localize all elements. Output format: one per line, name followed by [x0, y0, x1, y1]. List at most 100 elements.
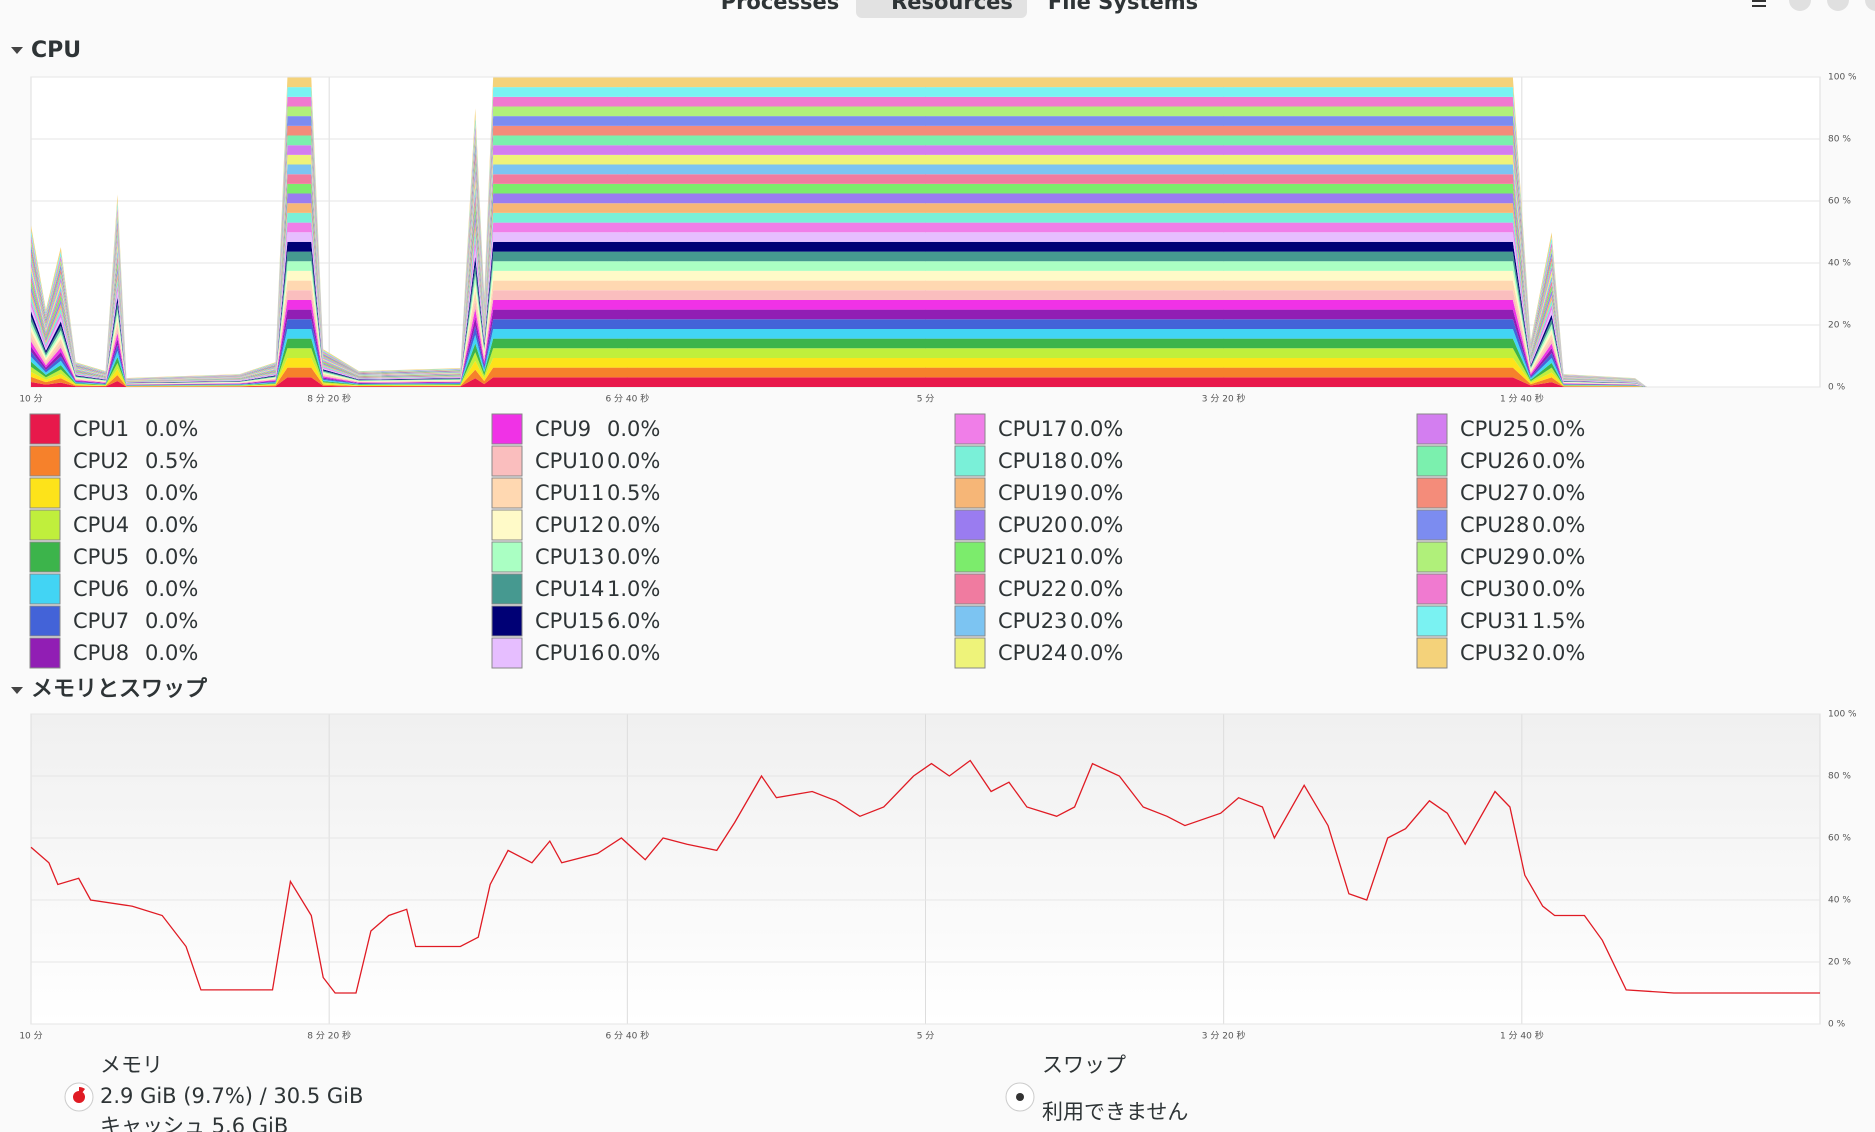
- legend-swatch: [491, 637, 523, 669]
- x-tick-label: 10 分: [19, 1031, 42, 1042]
- legend-swatch: [954, 573, 986, 605]
- tab[interactable]: File Systems: [1048, 0, 1198, 14]
- legend-swatch: [29, 477, 61, 509]
- x-tick-label: 3 分 20 秒: [1202, 393, 1246, 405]
- legend-usage: 1.0%: [607, 577, 660, 601]
- memory-cache: キャッシュ 5.6 GiB: [100, 1114, 288, 1132]
- legend-usage: 1.5%: [1532, 609, 1585, 633]
- x-tick-label: 5 分: [917, 1031, 935, 1042]
- legend-swatch: [954, 413, 986, 445]
- legend-usage: 0.0%: [1532, 577, 1585, 601]
- legend-swatch: [29, 509, 61, 541]
- legend-usage: 0.0%: [145, 577, 198, 601]
- menu-icon[interactable]: [1752, 0, 1766, 2]
- x-tick-label: 1 分 40 秒: [1500, 393, 1544, 405]
- legend-name: CPU12: [535, 513, 604, 537]
- legend-swatch: [1416, 445, 1448, 477]
- legend-usage: 0.0%: [1532, 641, 1585, 665]
- legend-usage: 0.0%: [145, 481, 198, 505]
- legend-usage: 0.0%: [607, 417, 660, 441]
- legend-name: CPU3: [73, 481, 129, 505]
- cpu-area: [31, 367, 1820, 387]
- chart: 10 分 8 分 20 秒 6 分 40 秒 5 分 3 分 20 秒 1 分 40 秒 1…: [19, 710, 1857, 1042]
- legend-swatch: [29, 637, 61, 669]
- plot-area: [30, 759, 1820, 994]
- legend-swatch: [29, 605, 61, 637]
- legend-name: CPU31: [1460, 609, 1529, 633]
- y-tick-label: 80 %: [1828, 772, 1851, 782]
- legend-swatch: [954, 509, 986, 541]
- legend-swatch: [491, 477, 523, 509]
- legend-name: CPU25: [1460, 417, 1529, 441]
- x-tick-label: 5 分: [917, 394, 935, 405]
- active-tab-bg: [856, 0, 1027, 18]
- x-tick-label: 6 分 40 秒: [605, 393, 649, 405]
- x-tick-label: 6 分 40 秒: [605, 1030, 649, 1042]
- legend-name: CPU5: [73, 545, 129, 569]
- maximize-button[interactable]: [1827, 0, 1849, 11]
- legend-swatch: [1416, 477, 1448, 509]
- legend-name: CPU28: [1460, 513, 1529, 537]
- legend-swatch: [491, 605, 523, 637]
- y-tick-label: 60 %: [1828, 197, 1851, 207]
- chart: 10 分 8 分 20 秒 6 分 40 秒 5 分 3 分 20 秒 1 分 40 秒 1…: [19, 73, 1857, 405]
- section-title: CPU: [31, 38, 81, 63]
- tab[interactable]: Processes: [721, 0, 840, 14]
- legend-usage: 0.0%: [1070, 481, 1123, 505]
- tab[interactable]: Resources: [891, 0, 1013, 14]
- legend-usage: 0.0%: [607, 641, 660, 665]
- menu-icon[interactable]: [1752, 5, 1766, 7]
- x-tick-label: 3 分 20 秒: [1202, 1030, 1246, 1042]
- legend-swatch: [29, 413, 61, 445]
- legend-name: CPU11: [535, 481, 604, 505]
- close-button[interactable]: [1865, 0, 1875, 11]
- x-tick-label: 8 分 20 秒: [307, 393, 351, 405]
- legend-usage: 0.0%: [145, 609, 198, 633]
- legend-usage: 0.0%: [607, 545, 660, 569]
- y-tick-label: 40 %: [1828, 896, 1851, 906]
- legend-name: CPU10: [535, 449, 604, 473]
- legend-usage: 6.0%: [607, 609, 660, 633]
- legend-usage: 0.0%: [607, 513, 660, 537]
- legend-usage: 0.0%: [1070, 417, 1123, 441]
- legend-name: CPU9: [535, 417, 591, 441]
- y-tick-label: 0 %: [1828, 383, 1846, 393]
- legend-usage: 0.0%: [1532, 449, 1585, 473]
- legend-name: CPU19: [998, 481, 1067, 505]
- legend-name: CPU26: [1460, 449, 1529, 473]
- legend-usage: 0.5%: [607, 481, 660, 505]
- legend-swatch: [491, 445, 523, 477]
- y-tick-label: 0 %: [1828, 1020, 1846, 1030]
- legend-usage: 0.0%: [1070, 641, 1123, 665]
- memory-line: [30, 759, 1820, 994]
- swap-status: 利用できません: [1042, 1100, 1188, 1124]
- y-tick-label: 60 %: [1828, 834, 1851, 844]
- legend-name: CPU4: [73, 513, 129, 537]
- cpu-area: [31, 377, 1820, 387]
- swap-icon-dot: [1016, 1093, 1024, 1101]
- y-tick-label: 40 %: [1828, 259, 1851, 269]
- legend-name: CPU23: [998, 609, 1067, 633]
- legend-name: CPU30: [1460, 577, 1529, 601]
- legend-name: CPU29: [1460, 545, 1529, 569]
- x-tick-label: 1 分 40 秒: [1500, 1030, 1544, 1042]
- legend-name: CPU22: [998, 577, 1067, 601]
- y-tick-label: 20 %: [1828, 321, 1851, 331]
- legend-swatch: [491, 541, 523, 573]
- legend-swatch: [954, 637, 986, 669]
- plot-area: [31, 77, 1820, 387]
- x-tick-label: 8 分 20 秒: [307, 1030, 351, 1042]
- legend-swatch: [29, 541, 61, 573]
- legend-swatch: [491, 573, 523, 605]
- legend-name: CPU15: [535, 609, 604, 633]
- legend-usage: 0.0%: [1532, 481, 1585, 505]
- legend-name: CPU1: [73, 417, 129, 441]
- legend-name: CPU17: [998, 417, 1067, 441]
- minimize-button[interactable]: [1789, 0, 1811, 11]
- legend-swatch: [1416, 541, 1448, 573]
- legend-name: CPU32: [1460, 641, 1529, 665]
- expander[interactable]: [11, 687, 23, 694]
- memory-usage: 2.9 GiB (9.7%) / 30.5 GiB: [100, 1084, 363, 1108]
- expander[interactable]: [11, 47, 23, 54]
- legend-swatch: [1416, 413, 1448, 445]
